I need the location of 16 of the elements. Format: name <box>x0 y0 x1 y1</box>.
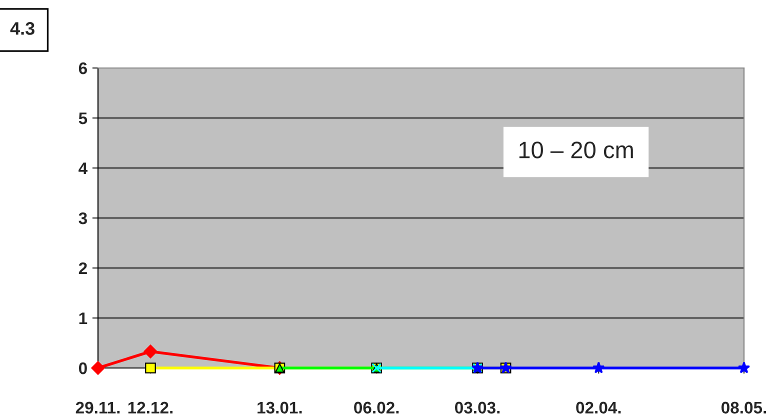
annotation: 10 – 20 cm <box>519 142 633 158</box>
y-tick-label: 3 <box>78 212 87 224</box>
x-tick-label: 02.04. <box>576 402 621 414</box>
x-tick-label: 08.05. <box>721 402 766 414</box>
x-tick-label: 06.02. <box>354 402 399 414</box>
x-tick-label: 13.01. <box>258 402 302 414</box>
y-tick-label: 6 <box>78 62 87 74</box>
y-tick-label: 5 <box>78 112 88 124</box>
y-tick-label: 0 <box>78 362 87 374</box>
x-tick-label: 29.11. <box>76 402 120 414</box>
y-tick-label: 1 <box>79 312 88 324</box>
chart-title: 4.3 <box>10 22 34 35</box>
x-tick-label: 12.12. <box>128 402 173 414</box>
y-tick-label: 4 <box>78 162 88 174</box>
x-tick-label: 03.03. <box>455 402 500 414</box>
y-tick-label: 2 <box>78 262 87 274</box>
